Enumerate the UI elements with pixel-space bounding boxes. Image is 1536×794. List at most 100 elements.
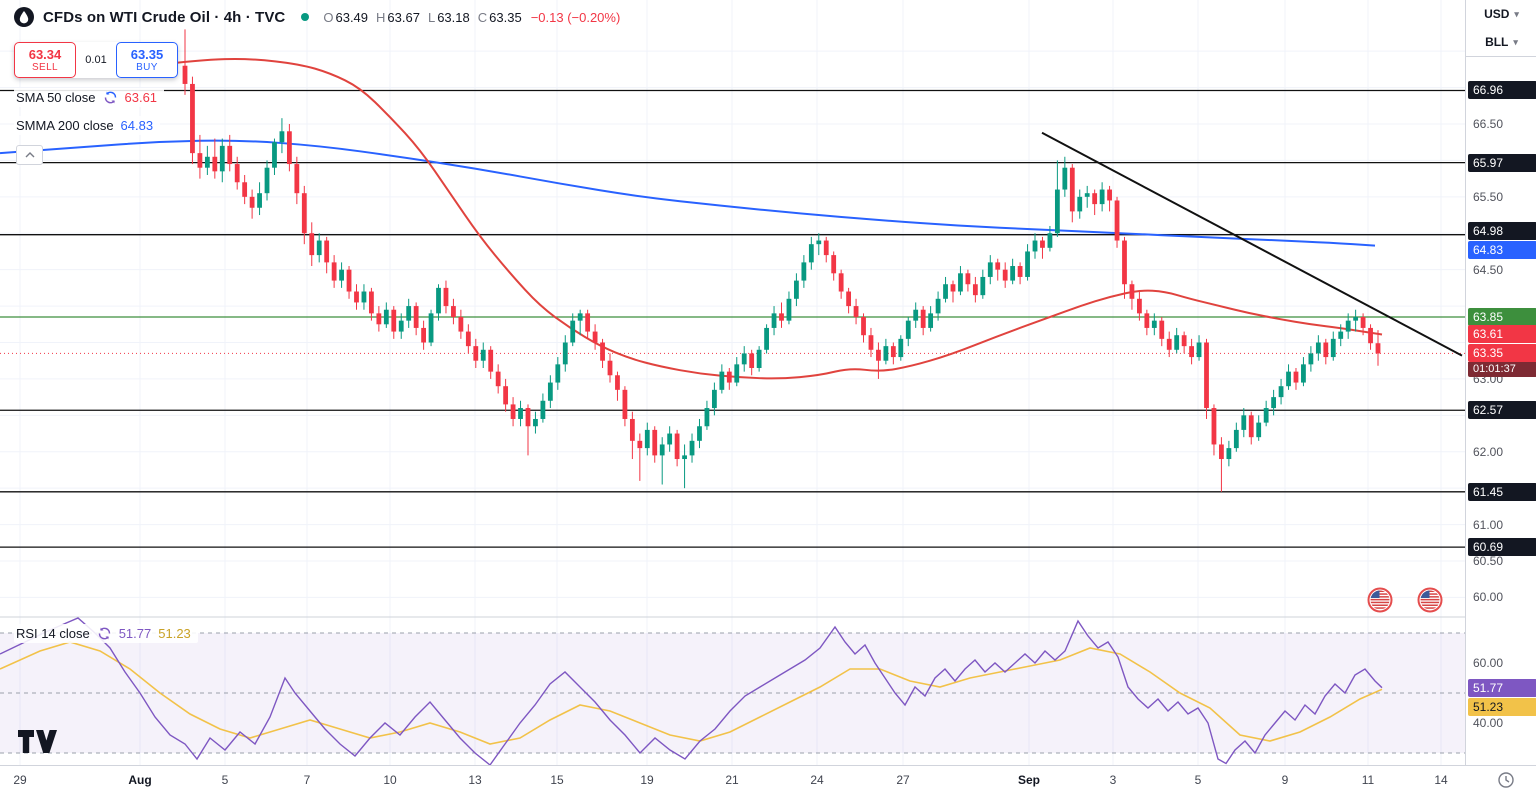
candle-body <box>741 353 747 365</box>
candle-body <box>1308 353 1314 365</box>
candle-body <box>629 418 635 441</box>
candle-body <box>883 346 889 361</box>
chart-header: CFDs on WTI Crude Oil · 4h · TVC O 63.49… <box>14 7 620 27</box>
candle-body <box>369 291 374 314</box>
candle-body <box>689 440 695 456</box>
collapse-indicators-button[interactable] <box>16 145 43 165</box>
candle-body <box>488 349 494 372</box>
high-value: 63.67 <box>387 9 420 25</box>
candle-body <box>1040 240 1045 248</box>
price-axis-badge: 64.83 <box>1468 240 1536 259</box>
candle-body <box>286 131 292 165</box>
time-axis-label: 19 <box>640 773 654 787</box>
candle-body <box>480 349 486 361</box>
price-axis-badge: 60.69 <box>1468 538 1536 557</box>
candle-body <box>577 313 583 321</box>
candle-body <box>1315 342 1321 354</box>
price-axis-label: 65.50 <box>1473 189 1504 204</box>
candle-body <box>734 364 740 383</box>
candle-body <box>212 156 218 172</box>
candle-body <box>1032 240 1038 252</box>
candle-body <box>920 309 926 328</box>
symbol-logo-icon[interactable] <box>14 7 34 27</box>
buy-label: BUY <box>136 61 158 73</box>
chart-canvas[interactable] <box>0 0 1465 765</box>
candle-body <box>331 262 337 281</box>
candle-body <box>391 309 397 332</box>
candle-body <box>749 353 755 368</box>
candle-body <box>667 433 673 445</box>
candle-body <box>1248 415 1254 438</box>
candle-body <box>451 306 456 318</box>
candle-body <box>264 167 270 194</box>
candle-body <box>570 320 576 343</box>
time-axis-label: 13 <box>468 773 482 787</box>
candle-body <box>249 196 255 208</box>
price-axis[interactable]: USD ▾ BLL ▾ 66.50 65.50 64.50 63.00 62.00 61.… <box>1465 0 1536 765</box>
economic-event-flag-icon[interactable] <box>1367 587 1393 613</box>
time-axis-label: 3 <box>1109 773 1117 787</box>
smma200-legend[interactable]: SMMA 200 close 64.83 <box>14 116 161 135</box>
candle-body <box>309 233 315 256</box>
candle-body <box>1151 320 1157 328</box>
price-axis-badge: 63.85 <box>1468 308 1536 326</box>
price-axis-label: 62.00 <box>1473 444 1504 459</box>
time-axis-label: Aug <box>128 773 152 787</box>
time-axis[interactable]: 29 Aug 5 7 10 13 15 19 21 24 27 Sep 3 5 9 11 14 <box>0 765 1536 794</box>
candle-body <box>1017 266 1023 277</box>
candle-body <box>600 342 605 361</box>
currency-selector[interactable]: USD ▾ <box>1466 0 1536 28</box>
candle-body <box>428 313 434 343</box>
candle-body <box>674 433 680 460</box>
open-value: 63.49 <box>335 9 369 25</box>
candle-body <box>1263 408 1269 423</box>
candle-body <box>1010 266 1016 281</box>
time-axis-label: 29 <box>13 773 27 787</box>
currency-unit-switcher: USD ▾ BLL ▾ <box>1466 0 1536 57</box>
candle-body <box>771 313 777 328</box>
symbol-title[interactable]: CFDs on WTI Crude Oil · 4h · TVC <box>43 8 286 26</box>
candle-body <box>801 262 807 281</box>
candle-body <box>1054 189 1060 234</box>
sell-button[interactable]: 63.34 SELL <box>14 42 76 78</box>
unit-selector[interactable]: BLL ▾ <box>1466 28 1536 56</box>
candle-body <box>928 313 934 328</box>
candle-body <box>510 404 516 419</box>
candle-body <box>890 346 896 358</box>
candle-body <box>711 389 717 409</box>
candle-body <box>704 408 710 427</box>
candle-body <box>1084 193 1090 197</box>
tradingview-logo[interactable] <box>18 729 60 754</box>
candle-body <box>637 440 643 449</box>
buy-price: 63.35 <box>130 46 164 62</box>
candle-body <box>1345 320 1351 332</box>
candle-body <box>1368 327 1373 344</box>
market-status-dot[interactable] <box>301 13 310 21</box>
chevron-down-icon: ▾ <box>1513 36 1518 47</box>
candle-body <box>562 342 568 365</box>
candle-body <box>950 284 956 292</box>
candle-body <box>465 331 471 347</box>
economic-event-flag-icon[interactable] <box>1417 587 1443 613</box>
sma50-legend[interactable]: SMA 50 close 63.61 <box>14 88 165 107</box>
candle-body <box>1002 269 1008 281</box>
candle-body <box>361 291 367 303</box>
rsi-legend[interactable]: RSI 14 close 51.77 51.23 <box>14 624 198 643</box>
candle-body <box>182 65 188 84</box>
price-axis-badge: 62.57 <box>1468 401 1536 420</box>
candle-body <box>1360 317 1366 328</box>
smma200-legend-title: SMMA 200 close <box>16 118 114 133</box>
candle-body <box>652 429 658 456</box>
buy-button[interactable]: 63.35 BUY <box>116 42 178 78</box>
candle-body <box>913 309 919 321</box>
candle-body <box>1069 167 1075 212</box>
clock-icon[interactable] <box>1497 771 1515 789</box>
candle-body <box>1189 346 1194 358</box>
rsi-axis-label: 60.00 <box>1473 656 1504 670</box>
candle-body <box>868 335 874 350</box>
price-axis-label: 60.50 <box>1473 553 1504 568</box>
price-axis-badge: 66.96 <box>1468 81 1536 100</box>
rsi-line <box>0 617 1383 765</box>
candle-body <box>846 291 852 307</box>
time-axis-label: 11 <box>1361 773 1375 787</box>
